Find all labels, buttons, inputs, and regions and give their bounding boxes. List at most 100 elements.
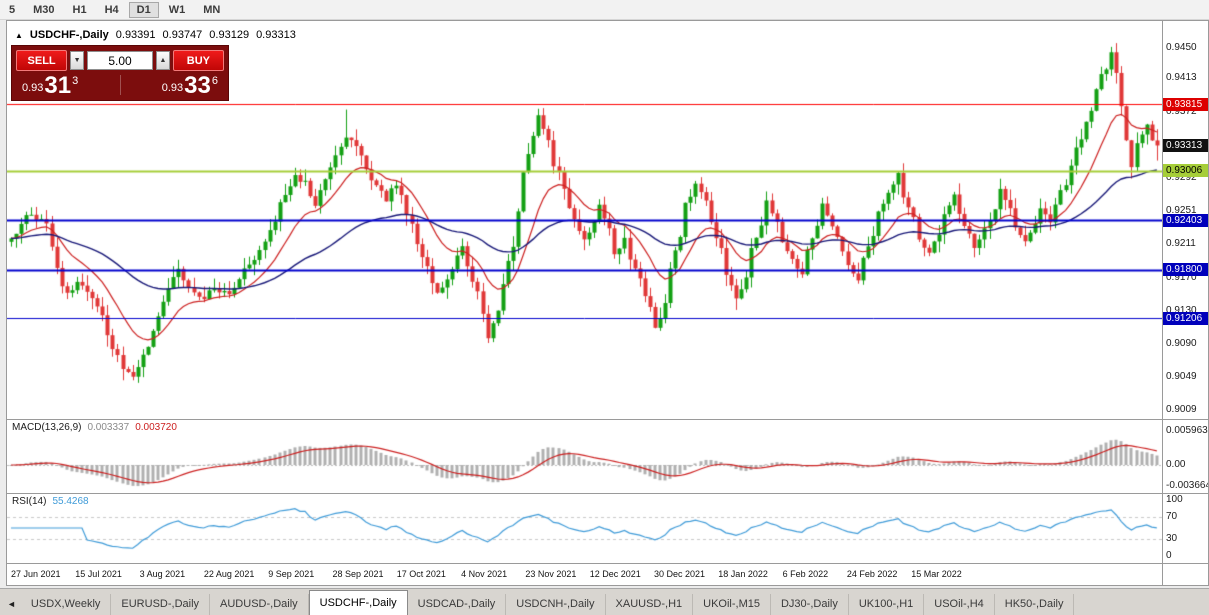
volume-down-button[interactable]: ▼ — [70, 51, 84, 70]
price-level-box: 0.91800 — [1163, 263, 1208, 277]
tab-usdx-weekly[interactable]: USDX,Weekly — [21, 594, 112, 615]
sell-price-pipette: 3 — [72, 75, 79, 87]
price-tick: 0.9450 — [1166, 42, 1197, 53]
price-tick: 0.9251 — [1166, 205, 1197, 217]
price-level-box: 0.93313 — [1163, 138, 1208, 152]
date-label: 9 Sep 2021 — [268, 569, 315, 579]
chart-tabbar: ◄ USDX,Weekly EURUSD-,Daily AUDUSD-,Daily U… — [0, 588, 1209, 615]
date-label: 17 Oct 2021 — [396, 569, 446, 579]
price-tick: 0.9211 — [1166, 238, 1196, 250]
date-label: 23 Nov 2021 — [525, 569, 577, 579]
rsi-name: RSI(14) — [12, 496, 47, 507]
chart-symbol-icon: ▲ — [15, 30, 23, 40]
chart-window: ▲ USDCHF-,Daily 0.93391 0.93747 0.93129 … — [6, 20, 1209, 586]
chevron-up-icon: ▲ — [159, 57, 167, 64]
tab-audusd-daily[interactable]: AUDUSD-,Daily — [210, 594, 309, 615]
date-label: 24 Feb 2022 — [846, 569, 898, 579]
price-level-box: 0.93006 — [1163, 164, 1208, 178]
price-tick: 0.9009 — [1166, 404, 1197, 416]
date-label: 18 Jan 2022 — [718, 569, 768, 579]
buy-price-base: 0.93 — [161, 82, 184, 94]
price-tick: 0.9130 — [1166, 304, 1197, 316]
ohlc-high: 0.93747 — [162, 29, 203, 41]
date-label: 6 Feb 2022 — [782, 569, 829, 579]
buy-price-quote: 0.93 33 6 — [161, 72, 218, 99]
rsi-tick: 0 — [1166, 550, 1172, 561]
arrow-left-icon: ◄ — [7, 599, 16, 609]
macd-axis: 0.005963 0.00 -0.003664 — [1162, 419, 1208, 493]
tab-hk50-daily[interactable]: HK50-,Daily — [995, 594, 1075, 615]
date-label: 30 Dec 2021 — [654, 569, 706, 579]
tab-usdcad-daily[interactable]: USDCAD-,Daily — [408, 594, 507, 615]
chart-symbol-title: USDCHF-,Daily — [29, 29, 109, 41]
price-level-box: 0.92403 — [1163, 213, 1208, 227]
tab-eurusd-daily[interactable]: EURUSD-,Daily — [111, 594, 211, 615]
date-label: 4 Nov 2021 — [461, 569, 508, 579]
date-label: 15 Mar 2022 — [911, 569, 962, 579]
macd-name: MACD(13,26,9) — [12, 422, 82, 433]
tab-xauusd-h1[interactable]: XAUUSD-,H1 — [606, 594, 694, 615]
buy-price-pipette: 6 — [211, 75, 218, 87]
price-tick: 0.9372 — [1166, 106, 1197, 118]
timeframe-button-mn[interactable]: MN — [203, 3, 221, 16]
ohlc-low: 0.93129 — [209, 29, 250, 41]
ohlc-open: 0.93391 — [115, 29, 156, 41]
rsi-label: RSI(14) 55.4268 — [12, 496, 89, 507]
date-label: 3 Aug 2021 — [139, 569, 186, 579]
buy-button[interactable]: BUY — [172, 50, 224, 71]
tab-scroll-left-button[interactable]: ◄ — [2, 599, 21, 615]
timeframe-button-m30[interactable]: M30 — [33, 3, 55, 16]
rsi-tick: 30 — [1166, 533, 1178, 545]
tab-dj30-daily[interactable]: DJ30-,Daily — [771, 594, 849, 615]
tab-usdcnh-daily[interactable]: USDCNH-,Daily — [506, 594, 606, 615]
price-divider — [120, 75, 121, 95]
tab-ukoil-m15[interactable]: UKOil-,M15 — [693, 594, 771, 615]
volume-up-button[interactable]: ▲ — [156, 51, 170, 70]
ohlc-info-line: ▲ USDCHF-,Daily 0.93391 0.93747 0.93129 … — [15, 29, 296, 41]
date-label: 28 Sep 2021 — [332, 569, 384, 579]
price-tick: 0.9292 — [1166, 171, 1197, 183]
macd-main-value: 0.003337 — [87, 422, 130, 433]
sell-price-pips: 31 — [44, 72, 72, 99]
one-click-trade-panel: SELL ▼ ▲ BUY 0.93 31 3 0.93 33 — [11, 45, 229, 101]
price-tick: 0.9413 — [1166, 72, 1197, 84]
timeframe-button-5[interactable]: 5 — [9, 3, 16, 16]
macd-signal-value: 0.003720 — [135, 422, 177, 433]
buy-price-pips: 33 — [184, 72, 211, 99]
rsi-canvas[interactable] — [7, 495, 1162, 563]
rsi-value: 55.4268 — [52, 496, 89, 507]
rsi-tick: 100 — [1166, 494, 1183, 505]
timeframe-button-w1[interactable]: W1 — [168, 3, 186, 16]
tab-usdchf-daily[interactable]: USDCHF-,Daily — [308, 590, 408, 615]
sell-price-base: 0.93 — [22, 82, 44, 94]
macd-tick: 0.00 — [1166, 459, 1186, 470]
price-chart-area[interactable]: ▲ USDCHF-,Daily 0.93391 0.93747 0.93129 … — [7, 21, 1162, 419]
macd-label: MACD(13,26,9) 0.003337 0.003720 — [12, 422, 177, 433]
macd-panel[interactable]: MACD(13,26,9) 0.003337 0.003720 — [7, 419, 1162, 493]
date-label: 12 Dec 2021 — [589, 569, 641, 579]
timeframe-button-h4[interactable]: H4 — [104, 3, 119, 16]
timeframe-button-d1[interactable]: D1 — [128, 1, 159, 18]
price-tick: 0.9049 — [1166, 371, 1197, 383]
price-tick: 0.9090 — [1166, 337, 1197, 349]
tab-uk100-h1[interactable]: UK100-,H1 — [849, 594, 925, 615]
rsi-tick: 70 — [1166, 510, 1178, 522]
macd-tick: 0.005963 — [1166, 424, 1208, 436]
macd-tick: -0.003664 — [1166, 479, 1208, 491]
sell-button[interactable]: SELL — [16, 50, 68, 71]
timeframe-button-h1[interactable]: H1 — [72, 3, 87, 16]
rsi-axis: 100 70 30 0 — [1162, 493, 1208, 563]
timeframe-toolbar: 5 M30 H1 H4 D1 W1 MN — [0, 0, 1209, 20]
date-axis: 27 Jun 2021 15 Jul 2021 3 Aug 2021 22 Aug 2… — [7, 563, 1162, 585]
date-label: 22 Aug 2021 — [203, 569, 255, 579]
sell-price-quote: 0.93 31 3 — [22, 72, 79, 99]
price-level-box: 0.93815 — [1163, 97, 1208, 111]
rsi-panel[interactable]: RSI(14) 55.4268 — [7, 493, 1162, 563]
price-level-box: 0.91206 — [1163, 311, 1208, 325]
tab-usoil-h4[interactable]: USOil-,H4 — [924, 594, 995, 615]
volume-input[interactable] — [87, 51, 153, 70]
date-label: 27 Jun 2021 — [11, 569, 61, 579]
price-tick: 0.9170 — [1166, 271, 1197, 283]
macd-canvas[interactable] — [7, 421, 1162, 493]
